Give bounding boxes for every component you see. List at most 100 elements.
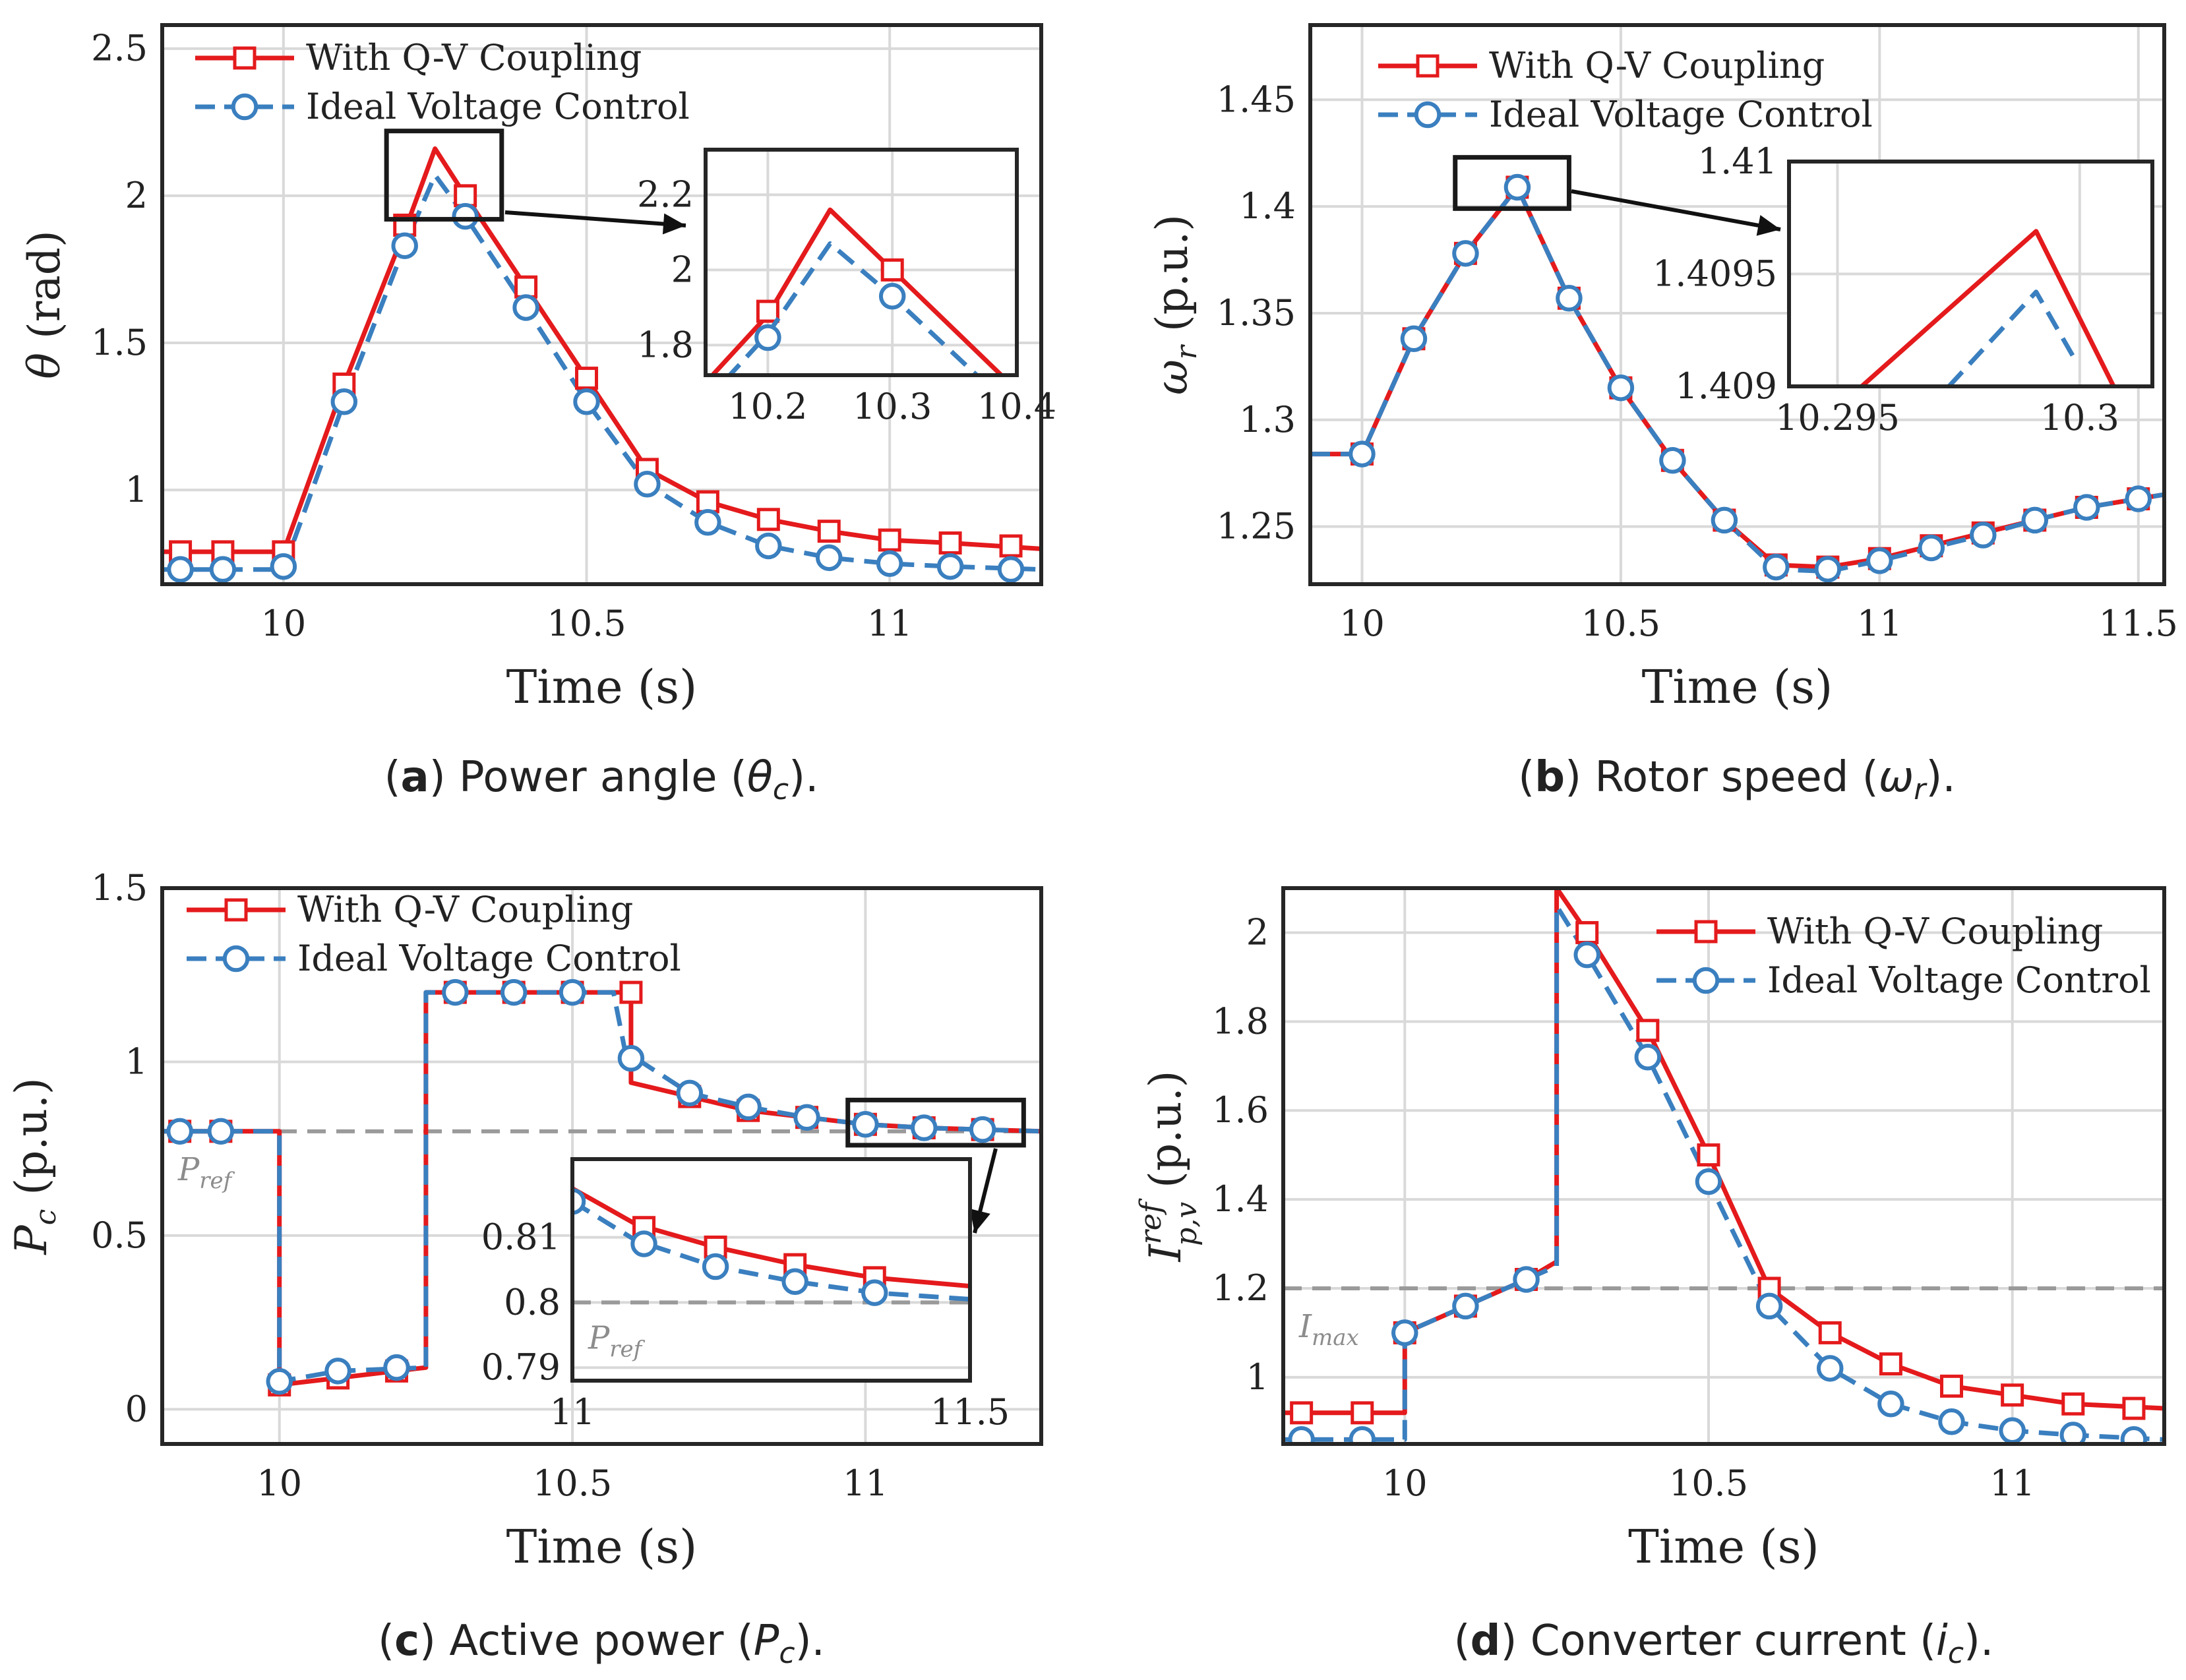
data-point-ideal [2073,494,2100,521]
data-point-ideal [1349,1426,1376,1444]
data-point-ideal [1452,240,1479,267]
data-point-coupling [1818,1321,1842,1344]
legend-marker-ideal [1692,967,1720,994]
inset-y-tick-label: 0.79 [481,1346,561,1388]
data-point-ideal [166,1118,193,1145]
axes-frame [160,886,1043,1446]
data-point-ideal [876,550,903,578]
data-point-coupling [1636,1019,1660,1042]
caption-d: (d) Converter current (ic). [1454,1617,1994,1670]
legend-marker-coupling [233,46,257,70]
reference-label: Imax [1298,1308,1359,1351]
data-point-ideal [266,1367,293,1395]
data-point-ideal [1391,1319,1418,1346]
data-point-ideal [383,1354,410,1381]
data-point-ideal [617,1044,645,1072]
inset-background [706,150,1017,375]
data-point-ideal [207,1118,235,1145]
data-point-coupling [619,980,643,1004]
data-point-ideal [1513,1266,1540,1293]
inset-x-tick-label: 11.5 [930,1391,1010,1433]
data-point-coupling [1879,1352,1902,1376]
inset-y-tick-label: 2.2 [637,173,694,215]
inset-series-line-ideal [726,241,981,375]
data-point-ideal [324,1358,351,1385]
reference-label: Pref [177,1151,235,1194]
inset-x-tick-label: 10.3 [853,386,932,427]
data-point-ideal [2059,1422,2087,1444]
data-point-coupling [454,184,477,208]
inset-data-point-coupling [880,258,904,282]
inset-c: Pref 11 11.5 0.79 0.8 0.81 [481,1157,1010,1433]
y-tick-label: 0 [125,1388,148,1429]
data-point-ideal [559,978,586,1006]
inset-x-tick-label: 10.295 [1775,397,1900,438]
y-tick-label: 1.2 [1212,1267,1269,1309]
inset-series-line-coupling [1860,229,2116,386]
data-point-ideal [391,232,418,259]
data-point-ideal [167,556,194,583]
inset-data-point-ideal [572,1187,586,1215]
zoom-box [1453,155,1571,211]
legend-marker-coupling [1416,54,1440,78]
inset-series-layer [572,1186,970,1306]
inset-x-tick-label: 10.3 [2040,397,2119,438]
y-tick-label: 1.4 [1239,185,1296,227]
zoom-arrow-head [662,213,686,235]
inset-data-point-ideal [754,324,781,351]
data-point-coupling [2122,1396,2146,1420]
data-point-coupling [756,508,780,531]
legend-label-coupling: With Q-V Coupling [306,37,642,78]
y-tick-label: 1.35 [1217,292,1296,334]
data-point-coupling [575,367,599,390]
legend-marker-ideal [1414,101,1442,129]
zoom-box [384,129,504,222]
inset-data-point-ideal [861,1279,888,1306]
data-point-ideal [1918,534,1945,562]
inset-series-line-coupling [709,207,1005,375]
data-point-coupling [1290,1401,1314,1425]
data-point-ideal [1607,374,1635,402]
data-point-coupling [1351,1401,1374,1425]
data-point-coupling [696,490,719,514]
data-point-ideal [1573,941,1600,969]
y-axis-label: θ (rad) [19,230,70,378]
y-axis-label: Irefp,v (p.u.) [1134,1071,1203,1263]
data-point-ideal [270,553,297,580]
legend-label-ideal: Ideal Voltage Control [297,938,681,979]
data-point-ideal [1288,1426,1315,1444]
data-point-ideal [573,388,600,415]
data-point-coupling [1575,920,1599,944]
x-tick-label: 10.5 [1669,1462,1748,1504]
y-tick-label: 1.4 [1212,1178,1269,1220]
inset-y-tick-label: 0.8 [504,1281,561,1323]
data-point-ideal [512,294,539,321]
legend-label-coupling: With Q-V Coupling [1767,911,2103,952]
data-point-ideal [452,202,479,230]
axes-frame [1308,23,2166,586]
y-tick-label: 1.6 [1212,1089,1269,1131]
data-point-ideal [2120,1426,2148,1444]
legend-marker-coupling [1694,920,1718,944]
axes-frame [160,23,1043,586]
data-point-ideal [2125,485,2152,512]
data-point-coupling [878,528,901,552]
y-tick-label: 1.8 [1212,1000,1269,1042]
series-layer [162,146,1041,583]
zoom-arrow-head [969,1209,990,1233]
data-point-ideal [852,1111,879,1138]
x-tick-label: 11 [867,603,913,644]
inset-series-layer [709,207,1005,375]
legend: With Q-V Coupling Ideal Voltage Control [187,889,681,979]
data-point-ideal [1659,447,1686,474]
y-tick-label: 1 [1246,1356,1269,1398]
inset-x-tick-label: 11 [550,1391,595,1433]
zoom-arrow-head [1756,215,1780,236]
series-line-ideal [162,173,1041,572]
x-tick-label: 11 [1857,603,1902,644]
y-tick-label: 2 [1246,911,1269,953]
legend: With Q-V Coupling Ideal Voltage Control [1656,911,2151,1001]
